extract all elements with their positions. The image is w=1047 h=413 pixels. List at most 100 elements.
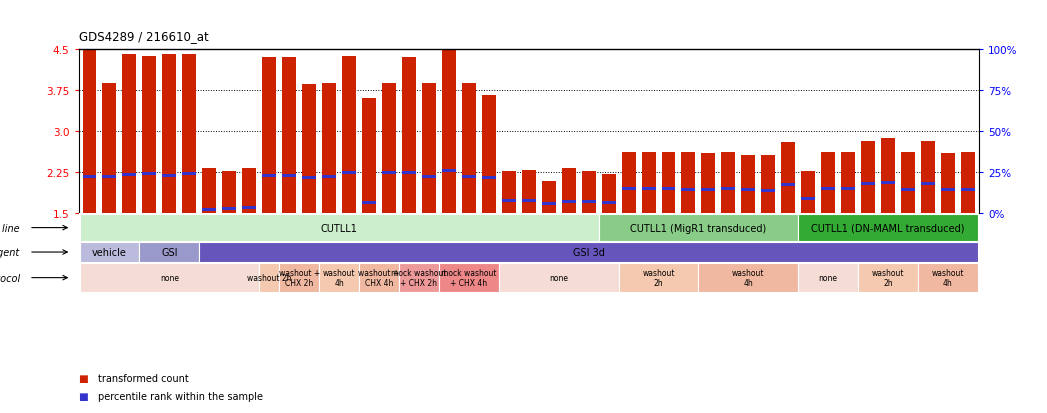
Bar: [662, 188, 675, 191]
Bar: [701, 154, 715, 214]
Bar: [142, 57, 156, 214]
Text: CUTLL1: CUTLL1: [320, 223, 357, 233]
Bar: [303, 177, 316, 180]
Bar: [182, 173, 197, 176]
Bar: [103, 84, 116, 214]
Bar: [402, 171, 416, 174]
Text: none: none: [819, 273, 838, 282]
Text: ■: ■: [79, 391, 88, 401]
Bar: [322, 176, 336, 179]
Text: none: none: [160, 273, 179, 282]
Bar: [599, 214, 798, 242]
Bar: [103, 175, 116, 178]
Bar: [541, 181, 556, 214]
Bar: [242, 169, 257, 214]
Bar: [382, 84, 396, 214]
Bar: [462, 176, 475, 179]
Bar: [821, 188, 836, 191]
Bar: [482, 176, 496, 179]
Bar: [741, 155, 755, 214]
Bar: [561, 169, 576, 214]
Bar: [541, 202, 556, 205]
Bar: [622, 152, 636, 214]
Bar: [222, 207, 237, 211]
Bar: [319, 263, 359, 293]
Bar: [260, 263, 280, 293]
Bar: [798, 214, 978, 242]
Text: none: none: [550, 273, 569, 282]
Bar: [918, 263, 978, 293]
Text: mock washout
+ CHX 4h: mock washout + CHX 4h: [441, 268, 496, 287]
Bar: [801, 171, 816, 214]
Bar: [342, 171, 356, 174]
Bar: [83, 51, 96, 214]
Text: mock washout
+ CHX 2h: mock washout + CHX 2h: [392, 268, 447, 287]
Bar: [262, 175, 276, 178]
Bar: [502, 200, 516, 203]
Text: transformed count: transformed count: [98, 373, 190, 383]
Bar: [841, 188, 855, 191]
Bar: [698, 263, 798, 293]
Bar: [882, 139, 895, 214]
Bar: [619, 263, 698, 293]
Bar: [921, 183, 935, 186]
Bar: [462, 84, 475, 214]
Bar: [80, 263, 260, 293]
Bar: [761, 155, 775, 214]
Bar: [362, 99, 376, 214]
Bar: [859, 263, 918, 293]
Bar: [199, 242, 978, 262]
Bar: [80, 214, 599, 242]
Bar: [142, 173, 156, 176]
Bar: [582, 201, 596, 204]
Bar: [682, 152, 695, 214]
Bar: [442, 51, 455, 214]
Bar: [222, 171, 237, 214]
Bar: [801, 197, 816, 200]
Bar: [498, 263, 619, 293]
Bar: [921, 142, 935, 214]
Bar: [861, 142, 875, 214]
Bar: [502, 172, 516, 214]
Bar: [422, 175, 436, 178]
Bar: [262, 58, 276, 214]
Text: CUTLL1 (DN-MAML transduced): CUTLL1 (DN-MAML transduced): [811, 223, 965, 233]
Bar: [961, 188, 975, 191]
Bar: [80, 242, 139, 262]
Bar: [741, 189, 755, 192]
Bar: [781, 183, 796, 186]
Text: washout
4h: washout 4h: [322, 268, 355, 287]
Bar: [182, 55, 197, 214]
Text: vehicle: vehicle: [92, 247, 127, 257]
Text: washout 2h: washout 2h: [247, 273, 291, 282]
Bar: [701, 188, 715, 191]
Bar: [122, 55, 136, 214]
Bar: [901, 188, 915, 191]
Text: washout
4h: washout 4h: [732, 268, 764, 287]
Bar: [422, 84, 436, 214]
Text: cell line: cell line: [0, 223, 20, 233]
Text: CUTLL1 (MigR1 transduced): CUTLL1 (MigR1 transduced): [630, 223, 766, 233]
Bar: [861, 182, 875, 185]
Bar: [798, 263, 859, 293]
Bar: [582, 172, 596, 214]
Bar: [482, 96, 496, 214]
Bar: [642, 152, 655, 214]
Bar: [841, 152, 855, 214]
Bar: [642, 188, 655, 191]
Bar: [961, 152, 975, 214]
Bar: [521, 200, 536, 203]
Bar: [402, 58, 416, 214]
Bar: [322, 84, 336, 214]
Bar: [761, 190, 775, 192]
Bar: [721, 152, 735, 214]
Bar: [721, 188, 735, 191]
Bar: [359, 263, 399, 293]
Bar: [280, 263, 319, 293]
Bar: [821, 152, 836, 214]
Text: GSI: GSI: [161, 247, 178, 257]
Text: washout +
CHX 4h: washout + CHX 4h: [358, 268, 400, 287]
Bar: [162, 55, 176, 214]
Bar: [399, 263, 439, 293]
Bar: [602, 202, 616, 204]
